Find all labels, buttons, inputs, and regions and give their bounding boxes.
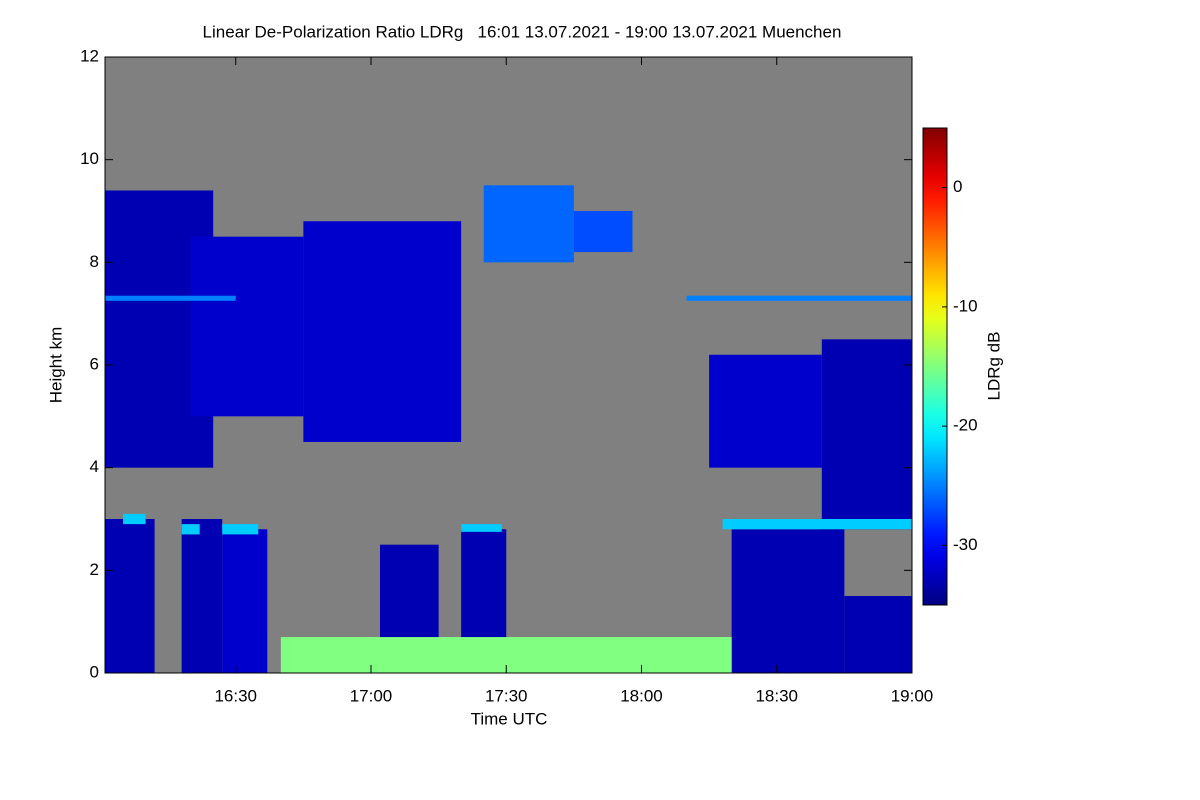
chart-title: Linear De-Polarization Ratio LDRg 16:01 … <box>203 22 842 41</box>
colorbar-tick-label: -10 <box>953 296 978 315</box>
ldr-cell <box>181 524 200 535</box>
x-tick-label: 19:00 <box>891 686 934 705</box>
ldr-cell <box>461 524 502 532</box>
ldr-cell <box>190 236 304 417</box>
ldr-cell <box>105 295 236 301</box>
ldr-cell <box>483 185 574 263</box>
ldr-cell <box>181 519 223 673</box>
x-tick-label: 18:00 <box>620 686 663 705</box>
y-tick-label: 10 <box>80 149 99 168</box>
y-tick-label: 12 <box>80 46 99 65</box>
ldr-cell <box>722 519 912 530</box>
ldr-cell <box>222 529 268 673</box>
ldr-cell <box>222 524 259 535</box>
y-tick-label: 2 <box>90 560 99 579</box>
y-tick-label: 4 <box>90 457 99 476</box>
x-tick-label: 16:30 <box>214 686 257 705</box>
colorbar-tick-label: 0 <box>953 177 962 196</box>
ldr-cell <box>844 596 912 673</box>
ldr-cell <box>686 295 912 301</box>
ldr-cell <box>303 221 462 442</box>
ldr-cell <box>123 513 146 525</box>
y-tick-label: 0 <box>90 662 99 681</box>
y-axis-label: Height km <box>46 327 65 404</box>
y-tick-label: 8 <box>90 252 99 271</box>
x-tick-label: 17:30 <box>485 686 528 705</box>
ldr-cell <box>731 529 845 673</box>
y-tick-label: 6 <box>90 354 99 373</box>
ldr-cell <box>709 354 822 468</box>
x-tick-label: 18:30 <box>755 686 798 705</box>
colorbar-tick-label: -20 <box>953 416 978 435</box>
colorbar <box>922 127 948 606</box>
x-tick-label: 17:00 <box>350 686 393 705</box>
ldr-cell <box>821 339 912 530</box>
ldr-cell <box>105 519 155 673</box>
ldr-cell <box>573 211 633 253</box>
colorbar-label: LDRg dB <box>984 332 1003 401</box>
x-axis-label: Time UTC <box>471 709 548 728</box>
colorbar-tick-label: -30 <box>953 535 978 554</box>
